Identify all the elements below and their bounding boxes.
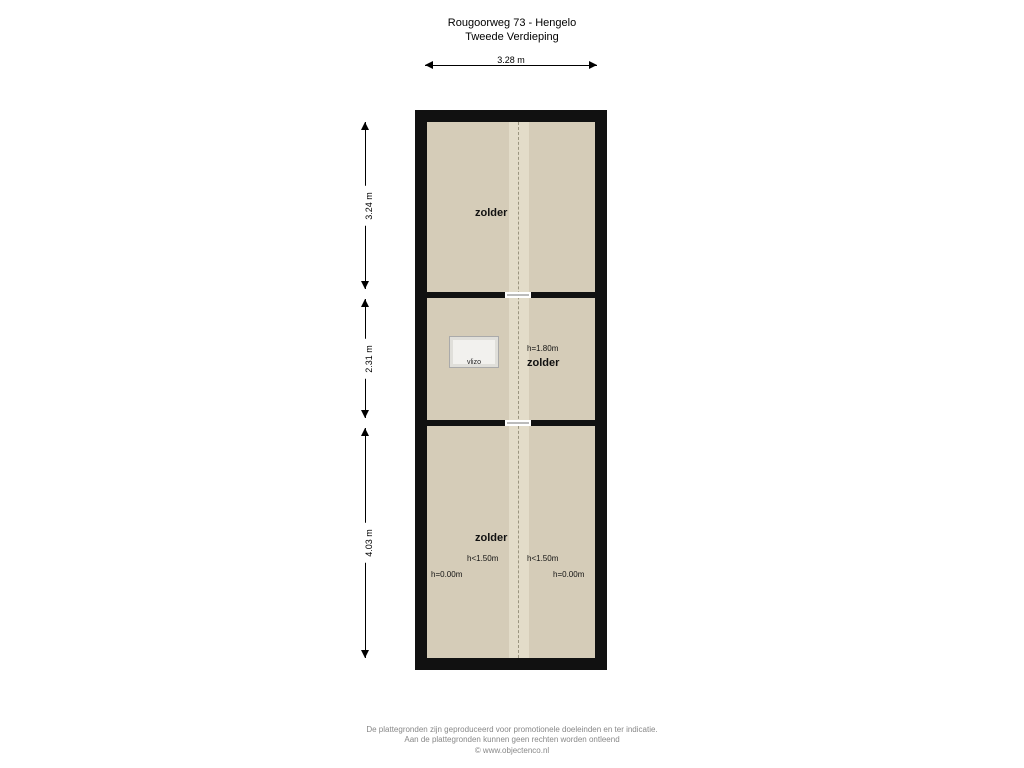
dimension-left-1-label: 2.31 m bbox=[364, 339, 374, 379]
vlizo-label: vlizo bbox=[467, 359, 481, 366]
door-dash bbox=[507, 294, 529, 296]
page: Rougoorweg 73 - Hengelo Tweede Verdiepin… bbox=[0, 0, 1024, 768]
floorplan-outer-wall: zolder zolder zolder h=1.80m h<1.50m h<1… bbox=[415, 110, 607, 670]
dimension-top-label: 3.28 m bbox=[491, 55, 531, 65]
height-annotation: h<1.50m bbox=[467, 554, 498, 563]
room-label-2: zolder bbox=[475, 532, 507, 544]
inner-wall-0 bbox=[427, 292, 595, 298]
inner-wall-1 bbox=[427, 420, 595, 426]
footer-line-3: © www.objectenco.nl bbox=[0, 746, 1024, 756]
dimension-left-2-label: 4.03 m bbox=[364, 523, 374, 563]
door-opening-0 bbox=[505, 292, 531, 298]
dimension-top-line bbox=[425, 65, 597, 66]
ridge-dash-line bbox=[518, 122, 519, 658]
title-line-1: Rougoorweg 73 - Hengelo bbox=[0, 16, 1024, 30]
height-annotation: h=1.80m bbox=[527, 344, 558, 353]
door-dash bbox=[507, 422, 529, 424]
arrow-down-icon bbox=[361, 281, 369, 289]
dimension-left-0: 3.24 m bbox=[355, 122, 375, 289]
arrow-down-icon bbox=[361, 650, 369, 658]
door-opening-1 bbox=[505, 420, 531, 426]
vlizo-hatch: vlizo bbox=[449, 336, 499, 368]
height-annotation: h=0.00m bbox=[553, 570, 584, 579]
dimension-left-0-label: 3.24 m bbox=[364, 186, 374, 226]
arrow-up-icon bbox=[361, 122, 369, 130]
height-annotation: h=0.00m bbox=[431, 570, 462, 579]
footer-line-2: Aan de plattegronden kunnen geen rechten… bbox=[0, 735, 1024, 745]
arrow-right-icon bbox=[589, 61, 597, 69]
footer-line-1: De plattegronden zijn geproduceerd voor … bbox=[0, 725, 1024, 735]
title-line-2: Tweede Verdieping bbox=[0, 30, 1024, 44]
dimension-left-2: 4.03 m bbox=[355, 428, 375, 658]
arrow-up-icon bbox=[361, 299, 369, 307]
dimension-left-1: 2.31 m bbox=[355, 299, 375, 418]
title-block: Rougoorweg 73 - Hengelo Tweede Verdiepin… bbox=[0, 16, 1024, 45]
arrow-left-icon bbox=[425, 61, 433, 69]
arrow-up-icon bbox=[361, 428, 369, 436]
dimension-top: 3.28 m bbox=[425, 55, 597, 75]
arrow-down-icon bbox=[361, 410, 369, 418]
room-label-1: zolder bbox=[527, 357, 559, 369]
floorplan: zolder zolder zolder h=1.80m h<1.50m h<1… bbox=[415, 110, 607, 670]
footer: De plattegronden zijn geproduceerd voor … bbox=[0, 725, 1024, 756]
height-annotation: h<1.50m bbox=[527, 554, 558, 563]
room-label-0: zolder bbox=[475, 207, 507, 219]
ridge-band bbox=[509, 122, 529, 658]
